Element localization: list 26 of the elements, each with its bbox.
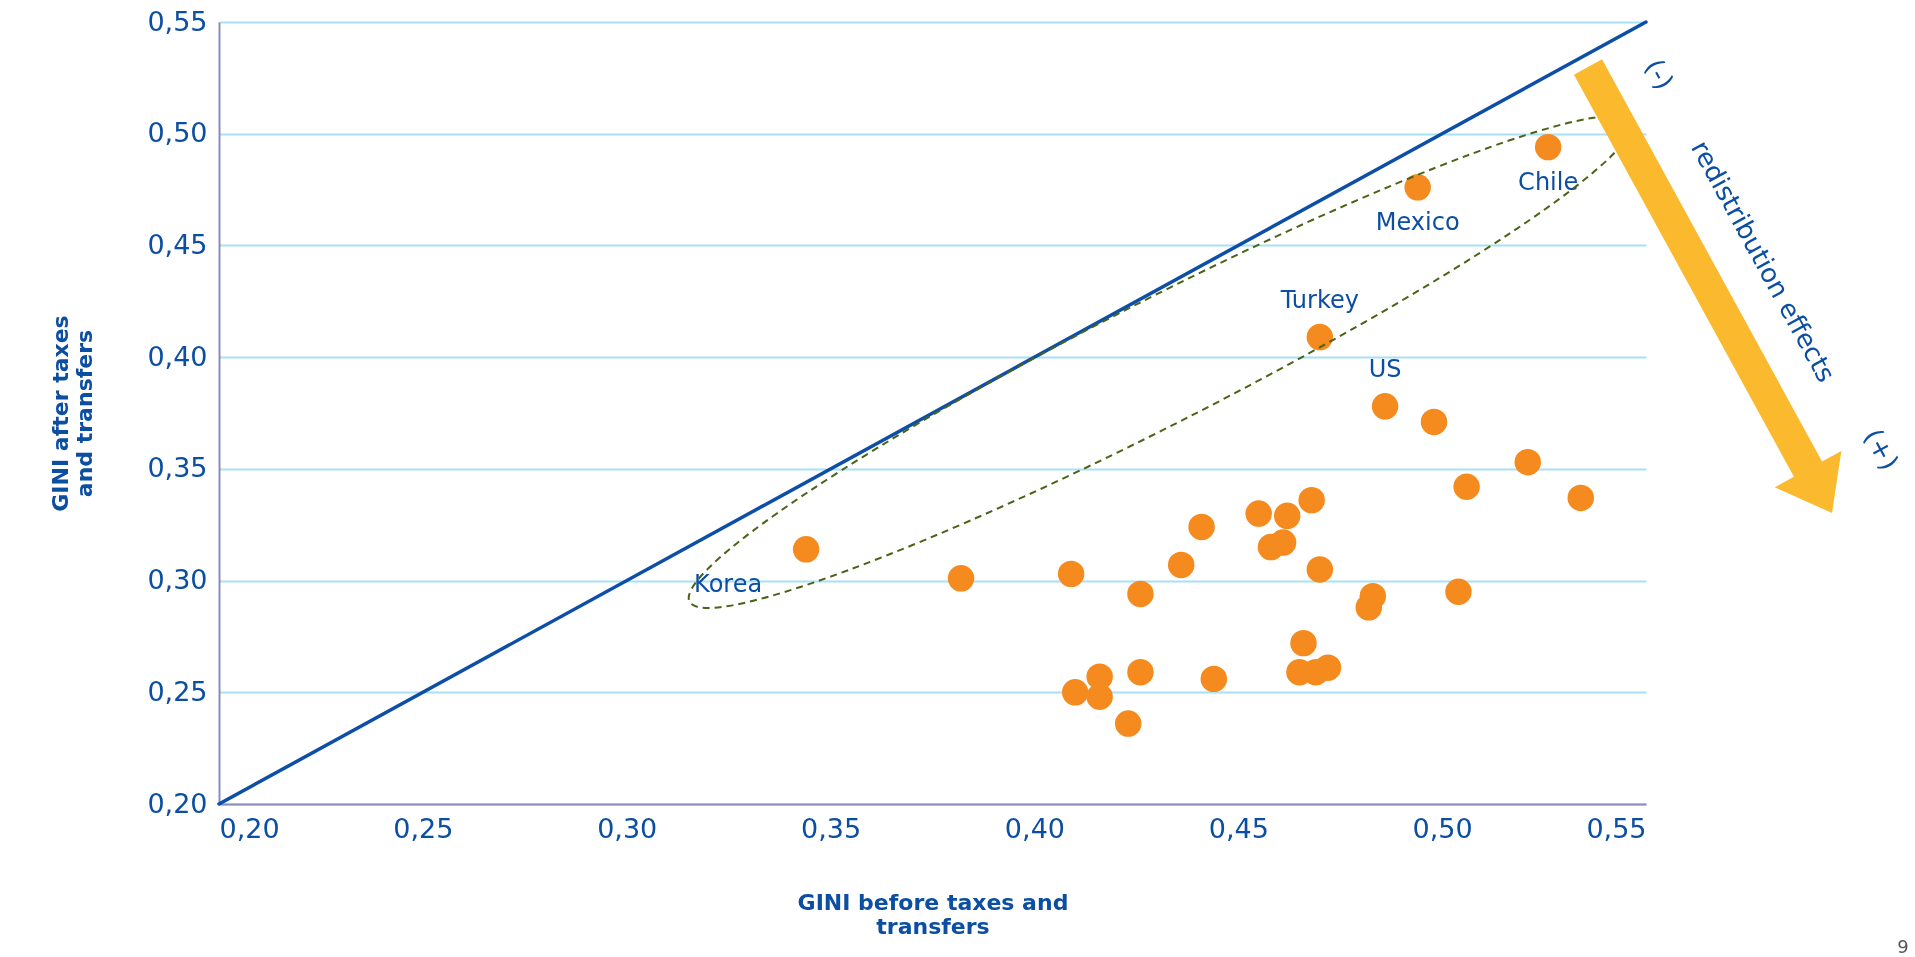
x-tick-label: 0,20 xyxy=(219,812,280,844)
y-tick-label: 0,30 xyxy=(147,564,208,596)
x-tick-label: 0,50 xyxy=(1412,812,1473,844)
x-tick-label: 0,55 xyxy=(1586,812,1647,844)
annotation: (-) xyxy=(1639,54,1680,95)
x-tick-label: 0,45 xyxy=(1208,812,1269,844)
text: 9 xyxy=(1897,936,1909,957)
y-tick-label: 0,50 xyxy=(147,117,208,149)
x-tick-label: 0,40 xyxy=(1004,812,1065,844)
text: (+) xyxy=(1858,423,1905,475)
y-axis-title: GINI after taxes and transfers xyxy=(48,315,98,512)
y-tick-label: 0,25 xyxy=(147,675,208,707)
y-tick-label: 0,40 xyxy=(147,340,208,372)
y-tick-label: 0,55 xyxy=(147,5,208,37)
x-tick-label: 0,25 xyxy=(393,812,454,844)
y-tick-label: 0,35 xyxy=(147,452,208,484)
annotation: US xyxy=(1368,355,1402,384)
annotation: Korea xyxy=(694,570,763,599)
x-tick-label: 0,30 xyxy=(597,812,658,844)
x-axis-title: GINI before taxes and transfers xyxy=(797,889,1069,939)
x-tick-label: 0,35 xyxy=(801,812,862,844)
annotation: Chile xyxy=(1518,168,1579,197)
annotation: Mexico xyxy=(1375,208,1460,237)
annotation: Turkey xyxy=(1279,286,1359,315)
y-tick-label: 0,20 xyxy=(147,787,208,819)
y-tick-label: 0,45 xyxy=(147,228,208,260)
